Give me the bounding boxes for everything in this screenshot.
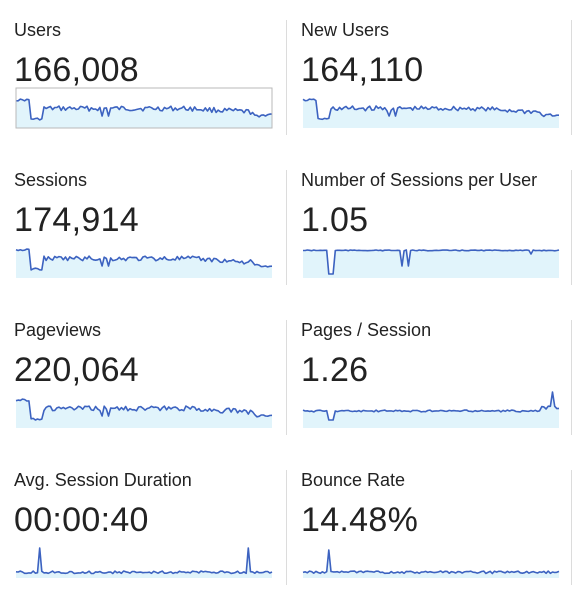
metric-value: 1.26: [301, 351, 369, 389]
metric-value: 174,914: [14, 201, 140, 239]
column-divider: [571, 170, 572, 285]
sparkline-line: [15, 398, 273, 421]
sparkline-pages-per-session: [302, 391, 560, 428]
sparkline-area: [16, 548, 272, 578]
sparkline-line: [15, 248, 273, 271]
metric-label: Pageviews: [14, 320, 102, 340]
sparkline-new-users: [302, 98, 559, 128]
metric-value: 1.05: [301, 201, 369, 239]
metric-card-pages-per-session[interactable]: Pages / Session 1.26: [301, 320, 560, 460]
metric-value: 00:00:40: [14, 501, 149, 539]
sparkline-area: [16, 399, 272, 428]
metric-label: Pages / Session: [301, 320, 432, 340]
metric-card-users[interactable]: Users 166,008: [14, 20, 273, 160]
sparkline-line: [302, 549, 560, 575]
sparkline-area: [16, 249, 272, 278]
sparkline-sessions-per-user: [303, 249, 560, 278]
metric-label: New Users: [301, 20, 390, 40]
sparkline-line: [302, 98, 559, 121]
sparkline-line: [16, 98, 272, 121]
metric-label: Sessions: [14, 170, 88, 190]
sparkline-line: [303, 249, 560, 275]
sparkline-area: [16, 99, 272, 128]
sparkline-line: [302, 391, 560, 421]
sparkline-avg-session-duration: [15, 547, 273, 578]
metric-card-sessions[interactable]: Sessions 174,914: [14, 170, 273, 310]
metric-value: 164,110: [301, 51, 424, 89]
metric-card-sessions-per-user[interactable]: Number of Sessions per User 1.05: [301, 170, 560, 310]
column-divider: [286, 470, 287, 585]
column-divider: [571, 320, 572, 435]
sparkline-pageviews: [15, 398, 273, 428]
metric-label: Bounce Rate: [301, 470, 406, 490]
column-divider: [286, 20, 287, 135]
sparkline-selection-box: [15, 87, 273, 129]
column-divider: [571, 470, 572, 585]
metric-value: 14.48%: [301, 501, 419, 539]
sparkline-sessions: [15, 248, 273, 278]
metric-value: 220,064: [14, 351, 140, 389]
metric-value: 166,008: [14, 51, 140, 89]
sparkline-line: [15, 547, 273, 575]
column-divider: [571, 20, 572, 135]
sparkline-users: [15, 87, 273, 129]
column-divider: [286, 170, 287, 285]
metric-label: Users: [14, 20, 62, 40]
metric-card-new-users[interactable]: New Users 164,110: [301, 20, 559, 160]
sparkline-area: [303, 250, 559, 278]
metric-label: Number of Sessions per User: [301, 170, 538, 190]
metric-card-avg-session-duration[interactable]: Avg. Session Duration 00:00:40: [14, 470, 273, 610]
sparkline-area: [303, 392, 559, 428]
metric-label: Avg. Session Duration: [14, 470, 192, 490]
metric-card-bounce-rate[interactable]: Bounce Rate 14.48%: [301, 470, 560, 610]
sparkline-area: [303, 550, 559, 578]
metric-card-pageviews[interactable]: Pageviews 220,064: [14, 320, 273, 460]
sparkline-bounce-rate: [302, 549, 560, 578]
sparkline-area: [303, 99, 559, 128]
column-divider: [286, 320, 287, 435]
